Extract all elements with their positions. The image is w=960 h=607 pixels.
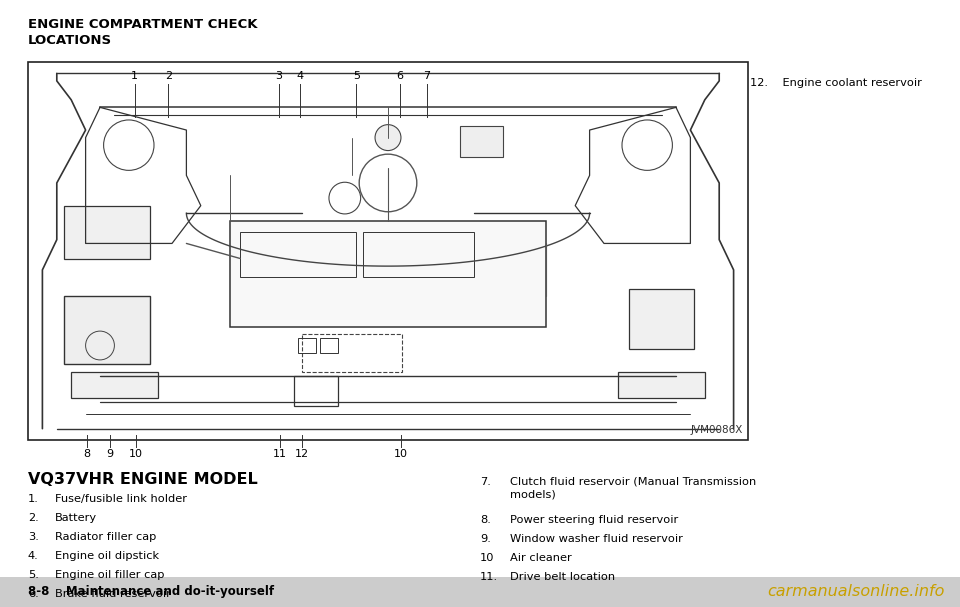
Bar bbox=[629, 289, 694, 349]
Text: Radiator filler cap: Radiator filler cap bbox=[55, 532, 156, 542]
Bar bbox=[64, 206, 151, 259]
Text: 8: 8 bbox=[84, 449, 90, 459]
Text: carmanualsonline.info: carmanualsonline.info bbox=[768, 585, 945, 600]
Text: 5: 5 bbox=[353, 71, 360, 81]
Text: 1.: 1. bbox=[28, 494, 38, 504]
Bar bbox=[71, 372, 157, 398]
Bar bbox=[618, 372, 705, 398]
Text: JVM0086X: JVM0086X bbox=[690, 425, 743, 435]
Bar bbox=[460, 126, 503, 157]
Bar bbox=[320, 338, 338, 353]
Text: LOCATIONS: LOCATIONS bbox=[28, 34, 112, 47]
Text: Brake fluid reservoir: Brake fluid reservoir bbox=[55, 589, 171, 599]
Bar bbox=[64, 296, 151, 364]
Text: 12.    Engine coolant reservoir: 12. Engine coolant reservoir bbox=[750, 78, 922, 88]
Bar bbox=[229, 221, 546, 327]
Text: 4: 4 bbox=[297, 71, 303, 81]
Text: ENGINE COMPARTMENT CHECK: ENGINE COMPARTMENT CHECK bbox=[28, 18, 257, 31]
Text: Air cleaner: Air cleaner bbox=[510, 553, 572, 563]
Text: Battery: Battery bbox=[55, 513, 97, 523]
Text: 5.: 5. bbox=[28, 570, 38, 580]
Text: 3: 3 bbox=[276, 71, 282, 81]
Text: Engine oil filler cap: Engine oil filler cap bbox=[55, 570, 164, 580]
Text: 2.: 2. bbox=[28, 513, 38, 523]
Text: 7.: 7. bbox=[480, 477, 491, 487]
Bar bbox=[298, 338, 316, 353]
Text: 9.: 9. bbox=[480, 534, 491, 544]
Text: Window washer fluid reservoir: Window washer fluid reservoir bbox=[510, 534, 683, 544]
Text: Engine oil dipstick: Engine oil dipstick bbox=[55, 551, 159, 561]
Text: 8-8    Maintenance and do-it-yourself: 8-8 Maintenance and do-it-yourself bbox=[28, 586, 275, 599]
Text: Power steering fluid reservoir: Power steering fluid reservoir bbox=[510, 515, 679, 525]
Text: 3.: 3. bbox=[28, 532, 38, 542]
Text: Fuse/fusible link holder: Fuse/fusible link holder bbox=[55, 494, 187, 504]
Text: 11.: 11. bbox=[480, 572, 498, 582]
Text: 7: 7 bbox=[423, 71, 430, 81]
Bar bbox=[240, 232, 355, 277]
Text: 10: 10 bbox=[394, 449, 408, 459]
Text: Drive belt location: Drive belt location bbox=[510, 572, 615, 582]
Text: 10: 10 bbox=[129, 449, 143, 459]
Text: 6: 6 bbox=[396, 71, 403, 81]
Text: Clutch fluid reservoir (Manual Transmission
models): Clutch fluid reservoir (Manual Transmiss… bbox=[510, 477, 756, 500]
Text: 11: 11 bbox=[273, 449, 287, 459]
Bar bbox=[295, 376, 338, 406]
Text: 1: 1 bbox=[132, 71, 138, 81]
Text: 6.: 6. bbox=[28, 589, 38, 599]
Text: 2: 2 bbox=[165, 71, 172, 81]
Bar bbox=[28, 62, 748, 440]
Text: 12: 12 bbox=[295, 449, 309, 459]
Bar bbox=[0, 577, 960, 607]
Bar bbox=[301, 334, 402, 372]
Text: 4.: 4. bbox=[28, 551, 38, 561]
Text: 9: 9 bbox=[107, 449, 113, 459]
Text: 10: 10 bbox=[480, 553, 494, 563]
Circle shape bbox=[375, 124, 401, 151]
Text: VQ37VHR ENGINE MODEL: VQ37VHR ENGINE MODEL bbox=[28, 472, 257, 487]
Bar bbox=[363, 232, 474, 277]
Text: 8.: 8. bbox=[480, 515, 491, 525]
